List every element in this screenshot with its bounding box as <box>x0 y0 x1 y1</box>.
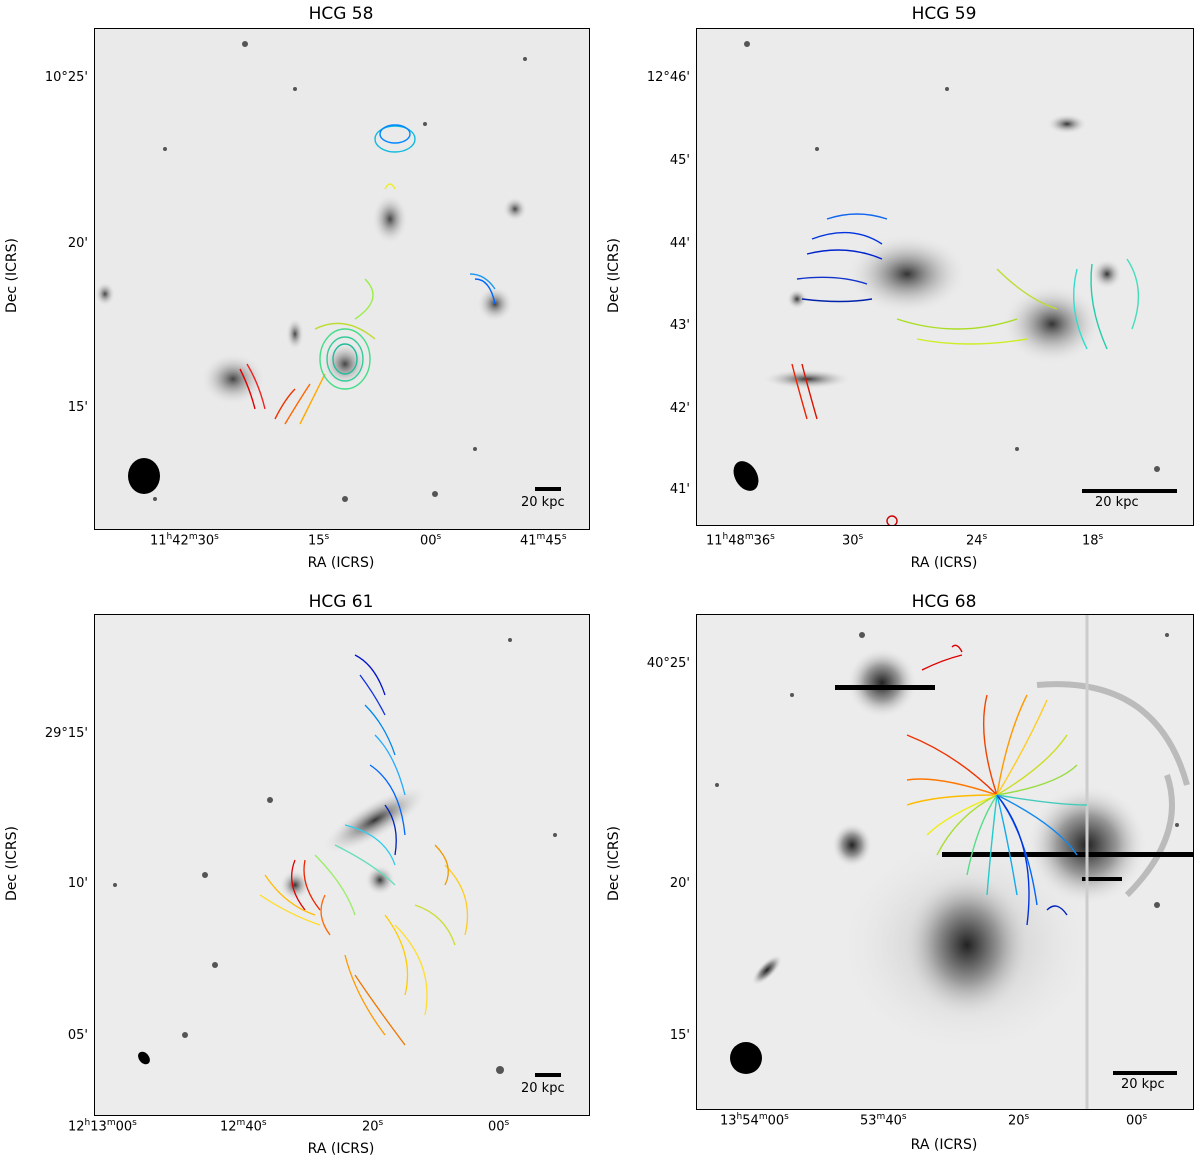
beam-ellipse <box>733 461 759 491</box>
dec-tick: 29°15' <box>44 726 88 741</box>
ra-tick: 18s <box>1082 532 1104 549</box>
ra-tick: 24s <box>966 532 988 549</box>
y-axis-label: Dec (ICRS) <box>606 826 622 901</box>
ra-tick: 15s <box>308 532 330 549</box>
ra-tick: 12h13m00s <box>68 1118 137 1135</box>
ra-tick: 20s <box>1008 1112 1030 1129</box>
dec-tick: 44' <box>669 236 690 251</box>
panel-title: HCG 59 <box>911 4 977 24</box>
scale-bar-label: 20 kpc <box>1095 495 1139 510</box>
x-axis-label: RA (ICRS) <box>307 555 375 571</box>
panel-title: HCG 68 <box>911 592 977 612</box>
sky-image-drawing <box>697 29 1193 525</box>
dec-tick: 10°25' <box>44 70 88 85</box>
beam-ellipse <box>138 1051 150 1065</box>
panel-title: HCG 58 <box>308 4 374 24</box>
sky-image: 20 kpc <box>94 28 590 530</box>
ra-tick: 00s <box>1126 1112 1148 1129</box>
y-axis-label: Dec (ICRS) <box>4 826 20 901</box>
ra-tick: 41m45s <box>520 532 567 549</box>
dec-tick: 41' <box>669 482 690 497</box>
x-axis-label: RA (ICRS) <box>910 1137 978 1153</box>
sky-image: 20 kpc <box>696 614 1194 1110</box>
sky-image-drawing <box>95 29 589 529</box>
dec-tick: 40°25' <box>646 656 690 671</box>
sky-image: 20 kpc <box>94 614 590 1116</box>
ra-tick: 12m40s <box>220 1118 267 1135</box>
sky-image: 20 kpc <box>696 28 1194 526</box>
x-axis-label: RA (ICRS) <box>910 555 978 571</box>
y-axis-label: Dec (ICRS) <box>606 238 622 313</box>
dec-tick: 20' <box>669 876 690 891</box>
ra-tick: 30s <box>842 532 864 549</box>
dec-tick: 15' <box>67 400 88 415</box>
ra-tick: 11h48m36s <box>706 532 775 549</box>
dec-tick: 10' <box>67 876 88 891</box>
dec-tick: 12°46' <box>646 70 690 85</box>
ra-tick: 13h54m00s <box>720 1112 789 1129</box>
sky-image-drawing <box>697 615 1193 1109</box>
beam-ellipse <box>730 1042 762 1074</box>
y-axis-label: Dec (ICRS) <box>4 238 20 313</box>
ra-tick: 53m40s <box>860 1112 907 1129</box>
scale-bar-label: 20 kpc <box>1121 1077 1165 1092</box>
ra-tick: 00s <box>488 1118 510 1135</box>
panel-title: HCG 61 <box>308 592 374 612</box>
scale-bar-label: 20 kpc <box>521 495 565 510</box>
dec-tick: 05' <box>67 1028 88 1043</box>
dec-tick: 43' <box>669 318 690 333</box>
dec-tick: 20' <box>67 236 88 251</box>
scale-bar-label: 20 kpc <box>521 1081 565 1096</box>
ra-tick: 20s <box>362 1118 384 1135</box>
dec-tick: 42' <box>669 401 690 416</box>
beam-ellipse <box>128 458 160 494</box>
x-axis-label: RA (ICRS) <box>307 1141 375 1157</box>
dec-tick: 15' <box>669 1028 690 1043</box>
ra-tick: 00s <box>420 532 442 549</box>
ra-tick: 11h42m30s <box>150 532 219 549</box>
sky-image-drawing <box>95 615 589 1115</box>
dec-tick: 45' <box>669 153 690 168</box>
